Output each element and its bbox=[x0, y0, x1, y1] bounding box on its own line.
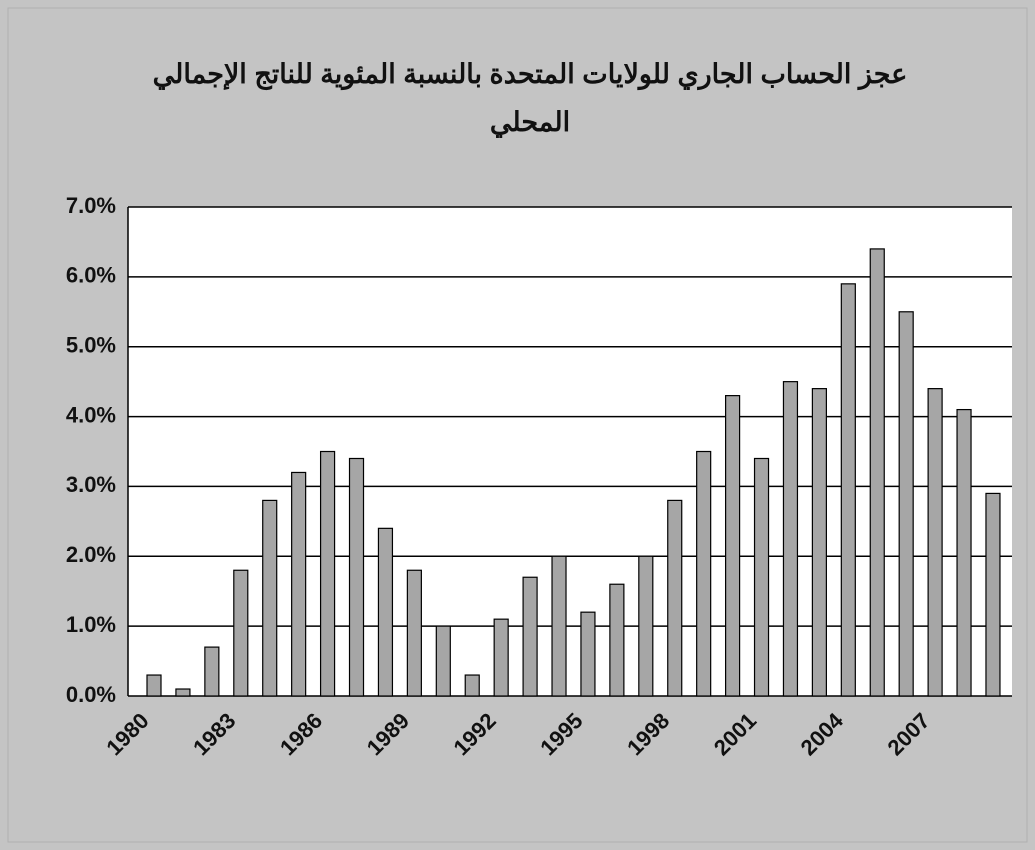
x-tick-label: 2004 bbox=[796, 707, 849, 760]
bar bbox=[609, 583, 625, 697]
x-tick-label: 1980 bbox=[101, 708, 153, 760]
bar bbox=[233, 569, 249, 697]
bar bbox=[956, 408, 972, 697]
x-tick-label: 2001 bbox=[709, 708, 761, 760]
bar bbox=[551, 555, 567, 697]
bar bbox=[435, 625, 451, 697]
bar bbox=[580, 611, 596, 697]
bar bbox=[522, 576, 538, 697]
bar bbox=[262, 499, 278, 697]
bar bbox=[782, 381, 799, 697]
bar bbox=[493, 618, 509, 697]
bar bbox=[638, 555, 654, 697]
y-tick-label: 7.0% bbox=[66, 193, 116, 218]
x-tick-label: 1983 bbox=[188, 708, 240, 760]
bar bbox=[753, 457, 770, 697]
x-tick-label: 1992 bbox=[449, 708, 501, 760]
bar bbox=[175, 688, 191, 697]
y-tick-label: 0.0% bbox=[66, 682, 116, 707]
bar bbox=[927, 388, 943, 697]
y-tick-label: 2.0% bbox=[66, 542, 116, 567]
x-tick-label: 1986 bbox=[275, 708, 327, 760]
x-tick-label: 2007 bbox=[882, 708, 934, 760]
x-tick-label: 1989 bbox=[362, 708, 414, 760]
bar bbox=[377, 527, 394, 697]
frame bbox=[7, 7, 1028, 843]
y-tick-label: 6.0% bbox=[66, 263, 116, 288]
bar bbox=[696, 450, 712, 697]
bar bbox=[319, 450, 336, 697]
y-tick-label: 4.0% bbox=[66, 402, 116, 427]
bar bbox=[898, 311, 914, 697]
bar bbox=[724, 395, 741, 697]
bar bbox=[464, 674, 480, 697]
bar bbox=[667, 499, 683, 697]
bar bbox=[146, 674, 162, 697]
bar bbox=[291, 471, 307, 697]
bar bbox=[348, 457, 365, 697]
chart-title: عجز الحساب الجاري للولايات المتحدة بالنس… bbox=[152, 59, 908, 137]
x-tick-label: 1995 bbox=[535, 708, 587, 760]
x-tick-label: 1998 bbox=[622, 708, 674, 760]
bar bbox=[406, 569, 422, 697]
y-tick-label: 3.0% bbox=[66, 472, 116, 497]
bar bbox=[204, 646, 220, 697]
bar bbox=[869, 248, 885, 697]
y-tick-label: 1.0% bbox=[66, 612, 116, 637]
bar bbox=[985, 492, 1001, 697]
bar bbox=[811, 388, 827, 697]
bar bbox=[840, 283, 856, 697]
y-tick-label: 5.0% bbox=[66, 333, 116, 358]
